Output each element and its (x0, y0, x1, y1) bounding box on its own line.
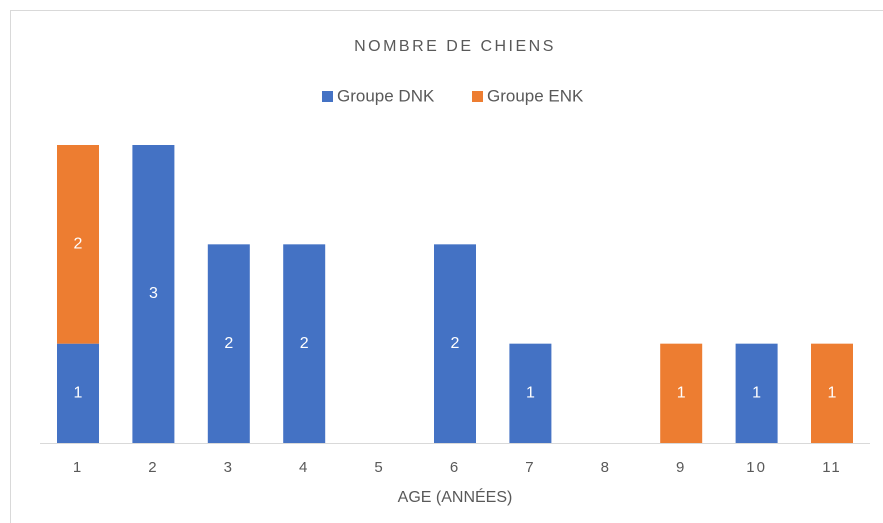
bar-segment (735, 343, 778, 443)
data-label: 1 (526, 385, 535, 402)
bar-segment (660, 343, 703, 443)
legend-swatch (322, 91, 333, 102)
legend-label: Groupe DNK (337, 86, 435, 105)
x-tick-label: 1 (73, 459, 83, 476)
x-tick-label: 10 (746, 459, 767, 476)
bar-segment (509, 343, 552, 443)
x-tick-label: 11 (822, 459, 842, 476)
data-label: 1 (677, 385, 686, 402)
legend-label: Groupe ENK (487, 86, 584, 105)
bar-segment (57, 343, 99, 443)
data-label: 1 (752, 385, 761, 402)
data-label: 3 (149, 285, 158, 302)
bar-segment (434, 244, 476, 443)
x-tick-label: 9 (676, 459, 686, 476)
bar-segment (811, 343, 853, 443)
data-label: 1 (828, 385, 837, 402)
bar-segment (132, 145, 175, 443)
data-label: 2 (300, 335, 309, 352)
x-tick-label: 8 (601, 459, 611, 476)
x-axis-title: AGE (ANNÉES) (398, 487, 513, 506)
x-tick-label: 4 (299, 459, 309, 476)
x-tick-label: 6 (450, 459, 460, 476)
data-label: 1 (74, 385, 83, 402)
data-label: 2 (451, 335, 460, 352)
chart-title: NOMBRE DE CHIENS (354, 38, 556, 55)
bar-segment (207, 244, 250, 443)
x-tick-label: 2 (148, 459, 158, 476)
bar-segment (57, 145, 99, 344)
x-tick-label: 7 (525, 459, 535, 476)
data-label: 2 (74, 236, 83, 253)
legend-swatch (472, 91, 483, 102)
data-label: 2 (224, 335, 233, 352)
x-tick-label: 5 (374, 459, 384, 476)
x-tick-label: 3 (224, 459, 234, 476)
bar-segment (283, 244, 326, 443)
